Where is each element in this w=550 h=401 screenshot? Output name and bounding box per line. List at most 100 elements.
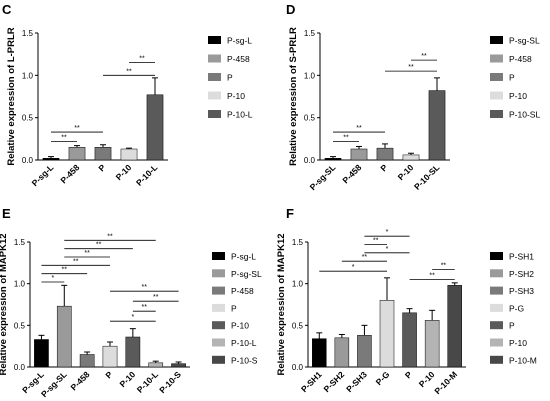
legend-label-f: P-SH2	[509, 269, 534, 279]
y-axis-title-c: Relative expression of L-PRLR	[6, 27, 17, 165]
sig-label-f: *	[352, 264, 355, 271]
panel-e: E Relative expression of MAPK12 0.0 0.5 1.0 1…	[0, 206, 262, 399]
panel-label-c: C	[2, 2, 12, 17]
x-tick-label-d: P-10-SL	[412, 162, 441, 191]
legend-swatch-d	[490, 110, 503, 118]
bar-e	[34, 339, 49, 368]
legend-label-e: P-10-S	[231, 355, 258, 365]
legend-label-e: P	[231, 303, 237, 313]
sig-label-d: **	[343, 134, 349, 141]
sig-label-e: **	[62, 267, 68, 274]
y-tick-label-d: 0.0	[304, 156, 316, 165]
bar-d	[428, 90, 446, 161]
x-tick-label-e: P-sg-SL	[39, 369, 69, 399]
legend-swatch-c	[208, 73, 221, 81]
bar-f	[447, 285, 462, 368]
y-tick-label-e: 1.0	[14, 280, 26, 289]
panel-c: C Relative expression of L-PRLR 0.0 0.5 1.0 1…	[2, 2, 253, 188]
legend-label-c: P	[227, 73, 233, 83]
x-tick-label-c: P-10	[114, 162, 134, 182]
bar-d	[402, 154, 420, 161]
legend-swatch-e	[212, 355, 225, 364]
legend-label-c: P-10	[227, 91, 245, 101]
bar-f	[334, 337, 350, 368]
bar-d	[376, 147, 394, 161]
sig-label-e: **	[84, 250, 90, 257]
sig-label-c: **	[74, 125, 80, 132]
sig-label-e: **	[73, 258, 79, 265]
legend-swatch-e	[212, 252, 225, 260]
legend-label-f: P-10	[509, 338, 527, 348]
sig-label-c: **	[139, 56, 145, 63]
legend-label-c: P-10-L	[227, 110, 253, 120]
x-tick-label-c: P-10-L	[134, 162, 159, 187]
legend-label-f: P-SH1	[509, 252, 534, 262]
y-tick-label-e: 0.5	[14, 321, 26, 330]
x-tick-label-e: P-458	[68, 369, 91, 392]
legend-swatch-f	[490, 303, 503, 312]
bar-c	[120, 148, 138, 161]
x-tick-label-f: P	[403, 369, 414, 380]
sig-label-f: **	[429, 273, 435, 280]
sig-label-e: *	[51, 275, 54, 282]
legend-label-f: P-G	[509, 303, 524, 313]
x-tick-label-f: P-SH3	[344, 369, 369, 394]
legend-swatch-f	[490, 252, 503, 260]
legend-label-d: P-458	[509, 54, 532, 64]
y-tick-label-c: 1.5	[22, 29, 34, 38]
x-tick-label-d: P-458	[340, 162, 363, 185]
x-tick-label-d: P	[378, 162, 389, 173]
bar-f	[379, 300, 395, 368]
legend-swatch-d	[490, 73, 503, 81]
legend-label-d: P	[509, 73, 515, 83]
bar-d	[350, 148, 368, 161]
legend-swatch-e	[212, 269, 225, 278]
y-tick-label-f: 1.0	[292, 280, 304, 289]
sig-label-e: **	[142, 284, 148, 291]
legend-label-f: P-SH3	[509, 286, 534, 296]
sig-label-d: **	[356, 125, 362, 132]
legend-swatch-d	[490, 54, 503, 63]
y-axis-title-d: Relative expression of S-PRLR	[288, 27, 299, 166]
legend-label-d: P-10-SL	[509, 110, 540, 120]
y-tick-label-f: 0.0	[292, 363, 304, 372]
panel-f: F Relative expression of MAPK12 0.0 0.5 1.0 1…	[276, 206, 537, 396]
legend-label-d: P-10	[509, 91, 527, 101]
bar-c	[68, 147, 86, 161]
legend-label-c: P-458	[227, 54, 250, 64]
legend-swatch-f	[490, 338, 503, 347]
legend-swatch-e	[212, 286, 225, 295]
sig-label-c: **	[126, 68, 132, 75]
bar-c	[94, 147, 112, 161]
legend-swatch-f	[490, 321, 503, 330]
x-tick-label-d: P-sg-SL	[308, 162, 338, 192]
bar-d	[324, 158, 342, 161]
legend-swatch-e	[212, 321, 225, 330]
legend-swatch-e	[212, 338, 225, 347]
bar-f	[402, 312, 417, 368]
legend-swatch-f	[490, 355, 503, 364]
legend-label-e: P-10-L	[231, 338, 257, 348]
legend-swatch-d	[490, 36, 503, 44]
x-tick-label-e: P-10-S	[157, 369, 183, 395]
sig-label-e: **	[153, 294, 159, 301]
bar-e	[148, 362, 164, 368]
legend-label-e: P-sg-SL	[231, 269, 262, 279]
x-tick-label-f: P-10	[417, 369, 437, 389]
sig-label-d: **	[408, 64, 414, 71]
sig-label-f: **	[362, 254, 368, 261]
x-tick-label-f: P-10-M	[432, 369, 459, 396]
sig-label-d: **	[421, 53, 427, 60]
legend-label-e: P-10	[231, 321, 249, 331]
x-tick-label-e: P	[103, 369, 114, 380]
legend-swatch-c	[208, 110, 221, 118]
x-tick-label-c: P	[96, 162, 107, 173]
x-tick-label-f: P-G	[374, 369, 392, 387]
legend-label-f: P	[509, 321, 515, 331]
y-axis-title-e: Relative expression of MAPK12	[0, 233, 9, 375]
sig-label-f: *	[386, 229, 389, 236]
y-tick-label-c: 0.0	[22, 156, 34, 165]
y-tick-label-d: 0.5	[304, 114, 316, 123]
y-tick-label-e: 1.5	[14, 238, 26, 247]
